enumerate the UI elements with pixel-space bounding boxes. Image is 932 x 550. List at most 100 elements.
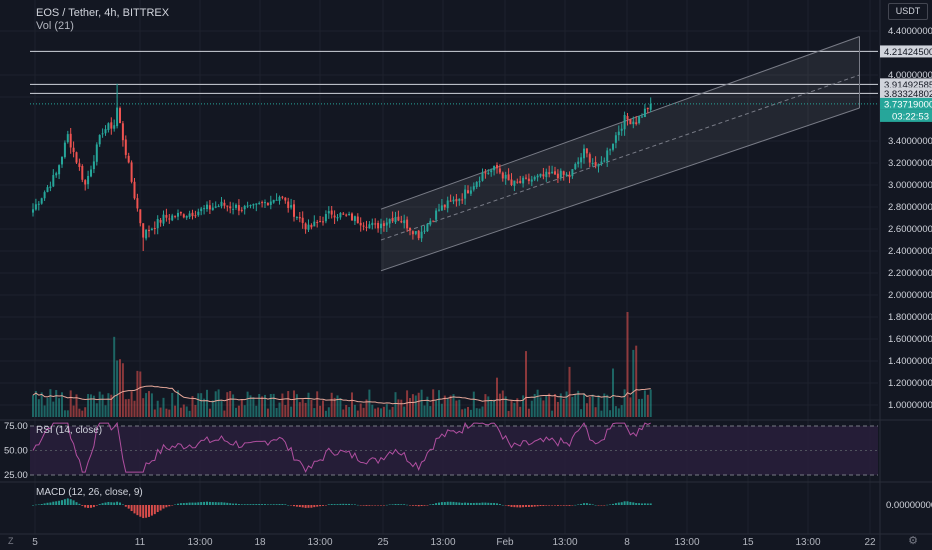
candle-body bbox=[356, 216, 359, 224]
candle-body bbox=[322, 221, 324, 223]
macd-bar bbox=[646, 503, 649, 505]
candle-body bbox=[133, 181, 136, 199]
macd-bar bbox=[490, 502, 493, 505]
horizontal-lines[interactable] bbox=[30, 50, 878, 94]
candle-body bbox=[406, 219, 409, 229]
volume-bar bbox=[90, 394, 92, 417]
macd-bar bbox=[411, 505, 414, 506]
macd-bar bbox=[623, 501, 626, 505]
volume-bar bbox=[603, 393, 606, 417]
candle-body bbox=[342, 213, 345, 215]
macd-bar bbox=[519, 505, 522, 508]
candle-body bbox=[136, 198, 139, 209]
candle-body bbox=[95, 144, 98, 162]
macd-bar bbox=[310, 505, 313, 508]
symbol-title[interactable]: EOS / Tether, 4h, BITTREX bbox=[36, 7, 170, 19]
macd-bar bbox=[464, 502, 467, 505]
candle-body bbox=[200, 208, 203, 212]
volume-bar bbox=[168, 409, 171, 417]
volume-bar bbox=[235, 407, 237, 417]
candle-body bbox=[237, 205, 240, 211]
candle-body bbox=[362, 225, 365, 227]
volume-bar bbox=[591, 394, 594, 417]
candle-body bbox=[409, 227, 411, 231]
candle-body bbox=[472, 186, 475, 190]
volume-bar bbox=[87, 394, 90, 417]
macd-bar bbox=[478, 502, 481, 505]
price-tick-label: 1.60000000 bbox=[888, 334, 932, 345]
candle-body bbox=[203, 208, 206, 210]
macd-bar bbox=[496, 503, 498, 505]
volume-bar bbox=[156, 400, 159, 417]
volume-bar bbox=[98, 391, 101, 417]
volume-bar bbox=[423, 405, 426, 417]
macd-bar bbox=[226, 502, 229, 505]
volume-bar bbox=[269, 393, 272, 417]
candle-body bbox=[37, 203, 40, 205]
volume-bar bbox=[319, 405, 322, 417]
macd-legend[interactable]: MACD (12, 26, close, 9) bbox=[36, 487, 143, 498]
macd-bar bbox=[356, 504, 359, 506]
time-tick-label: 13:00 bbox=[552, 537, 577, 548]
macd-bar bbox=[43, 503, 46, 505]
volume-bar bbox=[214, 391, 217, 417]
macd-bar bbox=[307, 505, 310, 508]
candle-body bbox=[368, 224, 371, 229]
price-tick-label: 3.20000000 bbox=[888, 158, 932, 169]
candle-body bbox=[310, 224, 313, 228]
macd-bar bbox=[203, 501, 206, 505]
volume-bar bbox=[293, 390, 295, 417]
macd-bar bbox=[388, 504, 391, 505]
macd-bar bbox=[75, 502, 78, 505]
volume-bar bbox=[200, 393, 203, 417]
candle-body bbox=[177, 212, 179, 217]
volume-bar bbox=[220, 400, 223, 417]
candle-body bbox=[232, 208, 235, 210]
zoom-reset-icon[interactable]: Z bbox=[8, 536, 14, 546]
volume-bar bbox=[481, 406, 484, 417]
parallel-channel-drawing[interactable] bbox=[380, 36, 860, 272]
currency-unit-button[interactable]: USDT bbox=[888, 3, 928, 20]
volume-bar bbox=[403, 406, 406, 417]
volume-bar bbox=[646, 394, 649, 417]
volume-legend[interactable]: Vol (21) bbox=[36, 20, 74, 32]
volume-bar bbox=[316, 391, 319, 417]
macd-bar bbox=[420, 505, 423, 507]
macd-bar bbox=[63, 499, 66, 505]
macd-bar bbox=[617, 502, 620, 505]
macd-bar bbox=[606, 504, 609, 506]
volume-bar bbox=[507, 410, 510, 417]
volume-bar bbox=[580, 409, 583, 417]
macd-bar bbox=[61, 500, 63, 505]
volume-bar bbox=[565, 391, 568, 417]
macd-bar bbox=[348, 503, 351, 505]
volume-bar bbox=[638, 399, 641, 417]
macd-bar bbox=[548, 505, 551, 506]
volume-bar bbox=[171, 392, 174, 417]
candle-body bbox=[58, 165, 61, 175]
macd-bar bbox=[568, 505, 571, 506]
candle-body bbox=[211, 207, 214, 211]
volume-bar bbox=[583, 393, 585, 417]
macd-bar bbox=[32, 505, 34, 506]
volume-ma-path bbox=[32, 385, 651, 405]
candle-body bbox=[324, 214, 327, 222]
macd-bar bbox=[266, 504, 269, 505]
volume-bar bbox=[641, 398, 643, 417]
volume-bar bbox=[182, 404, 185, 417]
volume-bar bbox=[545, 395, 548, 417]
macd-bar bbox=[98, 504, 101, 505]
candle-body bbox=[275, 199, 278, 201]
volume-bar bbox=[551, 410, 554, 417]
volume-bar bbox=[585, 403, 588, 417]
time-axis[interactable]: 5 11 13:00 18 13:00 25 13:00 Feb 13:00 8 13:00 15 13… bbox=[32, 537, 876, 548]
price-tag-label: 3.83324802 bbox=[884, 89, 932, 100]
volume-bar bbox=[150, 393, 153, 417]
macd-bar bbox=[252, 504, 255, 505]
macd-bar bbox=[403, 504, 406, 505]
macd-bar bbox=[585, 503, 588, 505]
volume-bar bbox=[246, 391, 249, 417]
rsi-legend[interactable]: RSI (14, close) bbox=[36, 425, 103, 436]
settings-gear-icon[interactable]: ⚙ bbox=[908, 535, 918, 547]
